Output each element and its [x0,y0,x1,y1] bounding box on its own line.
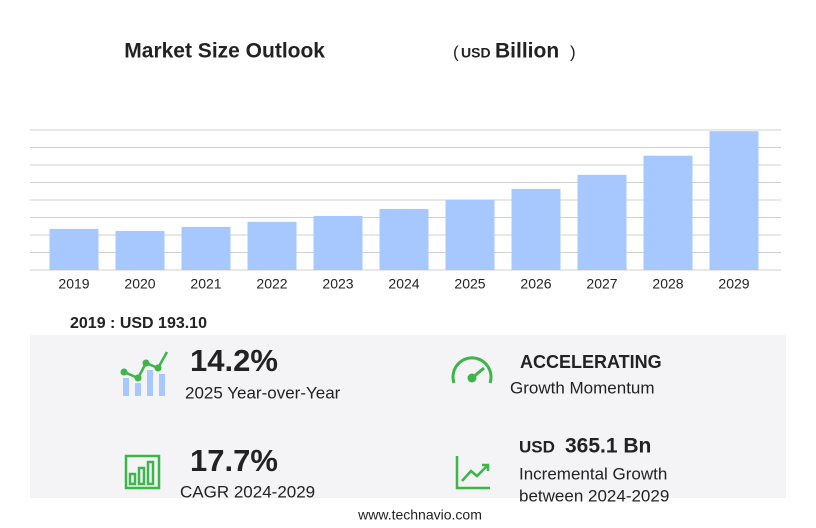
bar [247,221,297,270]
x-tick-label: 2028 [652,276,683,292]
unit-paren: ) [570,42,576,61]
footer: www.technavio.com [357,507,482,523]
x-tick-label: 2022 [256,276,287,292]
bar [709,131,759,270]
bar [115,230,165,270]
x-tick-label: 2025 [454,276,485,292]
momentum-icon [451,356,493,384]
kpi-panel [30,335,786,498]
incremental-prefix: USD [519,437,555,456]
yoy-value: 14.2% [190,343,278,378]
yoy-label: 2025 Year-over-Year [185,383,341,402]
momentum-label: Growth Momentum [510,378,655,397]
cagr-icon [124,454,161,490]
bar [643,155,693,270]
bar [49,228,99,270]
chart-title: Market Size Outlook [124,40,325,63]
unit-prefix: USD [461,45,491,61]
incremental-label: Incremental Growth [519,464,667,483]
bar [379,208,429,270]
x-tick-label: 2021 [190,276,221,292]
x-tick-label: 2019 [58,276,89,292]
x-tick-label: 2029 [718,276,749,292]
cagr-label: CAGR 2024-2029 [180,482,315,501]
x-tick-label: 2026 [520,276,551,292]
unit-paren: ( [453,42,459,61]
incremental-value: 365.1 Bn [565,435,651,458]
unit: Billion [495,40,559,63]
base-value: 2019 : USD 193.10 [70,315,207,332]
yoy-icon [120,351,169,396]
incremental-label: between 2024-2029 [519,486,669,505]
bar [577,174,627,270]
x-tick-label: 2024 [388,276,419,292]
bar [511,188,561,270]
momentum-value: ACCELERATING [520,352,662,372]
bar [445,199,495,270]
x-tick-label: 2023 [322,276,353,292]
incremental-icon [455,456,490,490]
x-tick-label: 2027 [586,276,617,292]
bar [313,215,363,270]
bar [181,226,231,270]
x-tick-label: 2020 [124,276,155,292]
bars: 2019 2020 2021 2022 2023 2024 2025 2026 2027 2028… [49,131,759,292]
cagr-value: 17.7% [190,443,278,478]
